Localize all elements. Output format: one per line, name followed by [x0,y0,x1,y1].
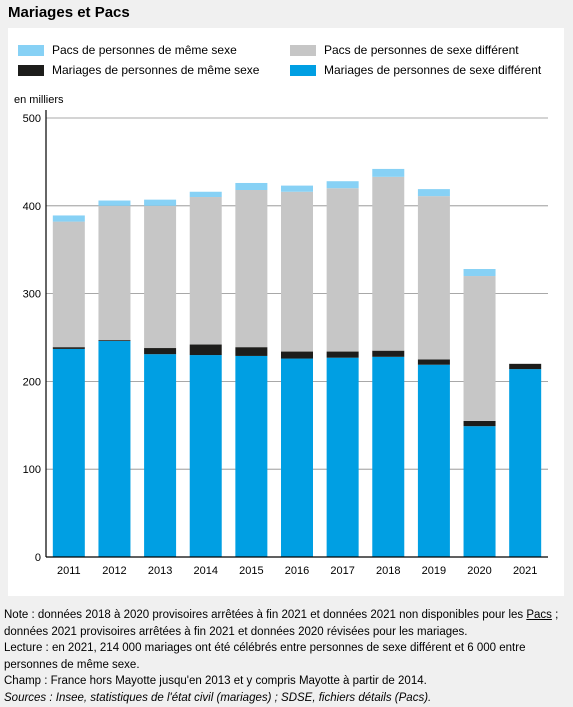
sources-text: Sources : Insee, statistiques de l'état … [4,691,432,704]
chart-title: Mariages et Pacs [8,4,130,21]
bar-segment [509,363,542,370]
legend-swatch [18,44,44,56]
legend-item-pacs-sexe-different: Pacs de personnes de sexe différent [290,43,519,57]
chart-panel: Pacs de personnes de même sexe Mariages … [8,28,564,596]
bar-segment [281,185,313,192]
bar-segment [98,200,131,206]
bar-segment [417,364,450,557]
bar-segment [52,215,85,222]
bar-segment [189,355,222,557]
bar-segment [509,369,542,557]
x-tick-label: 2012 [102,565,126,577]
legend-item-mariages-sexe-different: Mariages de personnes de sexe différent [290,63,541,77]
x-tick-label: 2011 [57,565,81,577]
bar-segment [372,168,405,177]
bar-segment [189,191,222,198]
bar-segment [417,359,450,365]
legend-swatch [290,64,316,76]
y-tick-label: 500 [23,113,41,125]
champ-text: Champ : France hors Mayotte jusqu'en 201… [4,675,427,688]
bar-segment [281,358,313,557]
legend-item-pacs-meme-sexe: Pacs de personnes de même sexe [18,43,237,57]
legend-swatch [290,44,316,56]
legend-label: Pacs de personnes de même sexe [52,43,237,57]
bar-segment [372,176,405,351]
bar-segment [326,357,359,557]
bar-segment [98,205,131,341]
y-tick-label: 200 [23,376,41,388]
bar-segment [235,347,268,356]
bar-segment [235,189,268,348]
x-tick-label: 2013 [148,565,172,577]
bar-segment [235,355,268,557]
y-axis-unit-label: en milliers [14,94,64,106]
legend-label: Mariages de personnes de même sexe [52,63,260,77]
x-tick-label: 2015 [239,565,263,577]
x-tick-label: 2016 [285,565,309,577]
x-tick-label: 2019 [422,565,446,577]
stacked-bar-chart: 0 100 200 300 400 500 2011 2012 2013 2014 2015 2016… [23,110,548,577]
legend-label: Pacs de personnes de sexe différent [324,43,519,57]
bar-segment [144,354,177,557]
lecture-text: Lecture : en 2021, 214 000 mariages ont … [4,642,526,671]
y-tick-label: 100 [23,464,41,476]
legend-label: Mariages de personnes de sexe différent [324,63,542,77]
pacs-link[interactable]: Pacs [526,609,552,621]
x-tick-label: 2017 [330,565,354,577]
bar-segment [144,205,177,349]
bar-segment [52,347,85,349]
bar-segment [144,199,177,206]
bar-segment [372,356,405,557]
x-tick-label: 2018 [376,565,400,577]
legend-item-mariages-meme-sexe: Mariages de personnes de même sexe [18,63,259,77]
bar-segment [463,276,496,421]
bar-segment [326,188,359,352]
bar-segment [281,351,313,359]
bar-segment [463,426,496,557]
bar-segment [189,197,222,345]
y-tick-label: 400 [23,201,41,213]
bar-segment [463,269,496,277]
bar-segment [281,191,313,352]
x-tick-label: 2021 [513,565,537,577]
bar-segment [52,221,85,348]
y-tick-label: 300 [23,289,41,301]
bar-segment [326,351,359,358]
chart-notes: Note : données 2018 à 2020 provisoires a… [4,607,569,707]
bar-segment [98,340,131,342]
x-tick-label: 2014 [193,565,217,577]
x-tick-label: 2020 [467,565,491,577]
bar-segment [144,348,177,355]
legend-swatch [18,64,44,76]
bar-segment [326,181,359,189]
y-tick-label: 0 [35,552,41,564]
bar-segment [372,350,405,357]
bar-segment [463,420,496,427]
bar-segment [52,348,85,557]
bar-segment [98,341,131,557]
bar-segment [235,182,268,190]
bar-segment [417,189,450,197]
bar-segment [417,196,450,360]
note-text: Note : données 2018 à 2020 provisoires a… [4,609,559,638]
bar-segment [189,344,222,356]
